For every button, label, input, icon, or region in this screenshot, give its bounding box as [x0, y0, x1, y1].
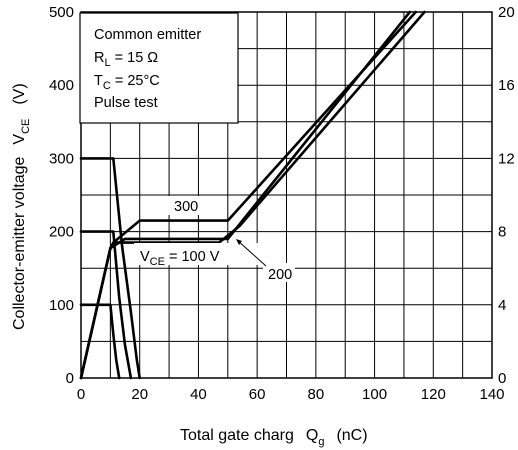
series-line-1 [79, 157, 141, 380]
label-100-bg [134, 243, 260, 265]
x-tick-label: 100 [362, 386, 387, 403]
y-tick-labels: 0 100 200 300 400 500 [49, 4, 74, 387]
series-line-6 [79, 10, 412, 380]
label-vce-100: VCE = 100 V [140, 249, 220, 268]
y-tick-label: 400 [49, 77, 74, 94]
y-tick-label: 100 [49, 297, 74, 314]
condition-common-emitter: Common emitter [94, 27, 201, 43]
plot-frame [80, 11, 493, 379]
x-tick-labels: 0 20 40 60 80 100 120 140 [77, 386, 505, 403]
label-vce-200: 200 [268, 267, 292, 283]
y2-tick-label: 8 [498, 224, 506, 241]
series-line-2 [79, 230, 133, 380]
y2-tick-label: 12 [498, 150, 515, 167]
y-tick-label: 0 [66, 370, 74, 387]
leader-200 [236, 239, 267, 267]
x-tick-label: 40 [190, 386, 207, 403]
series-line-3 [79, 303, 121, 380]
condition-pulse-test: Pulse test [94, 95, 158, 111]
x-tick-label: 0 [77, 386, 85, 403]
y2-tick-label: 20 [498, 4, 515, 21]
y-tick-label: 300 [49, 150, 74, 167]
condition-rl: RL = 15 Ω [94, 50, 158, 69]
x-tick-label: 20 [131, 386, 148, 403]
y2-tick-label: 4 [498, 297, 506, 314]
grid-lines [81, 12, 492, 378]
label-200-bg [263, 263, 295, 282]
x-tick-label: 120 [421, 386, 446, 403]
x-tick-label: 80 [308, 386, 325, 403]
y2-tick-label: 16 [498, 77, 515, 94]
x-tick-label: 60 [249, 386, 266, 403]
series-group [79, 10, 426, 380]
conditions-box [79, 12, 239, 124]
label-vce-300: 300 [174, 199, 198, 215]
y2-tick-labels: 0 4 8 12 16 20 [498, 4, 515, 387]
y-axis-title: Collector-emitter voltageVCE(V) [11, 83, 32, 330]
condition-tc: TC = 25°C [94, 73, 160, 92]
label-300-bg [166, 196, 206, 215]
x-tick-label: 140 [479, 386, 504, 403]
y-tick-label: 500 [49, 4, 74, 21]
y2-tick-label: 0 [498, 370, 506, 387]
y-tick-label: 200 [49, 224, 74, 241]
x-axis-title: Total gate charg Qg (nC) [180, 427, 368, 448]
leader-200-arrowhead [236, 239, 242, 245]
